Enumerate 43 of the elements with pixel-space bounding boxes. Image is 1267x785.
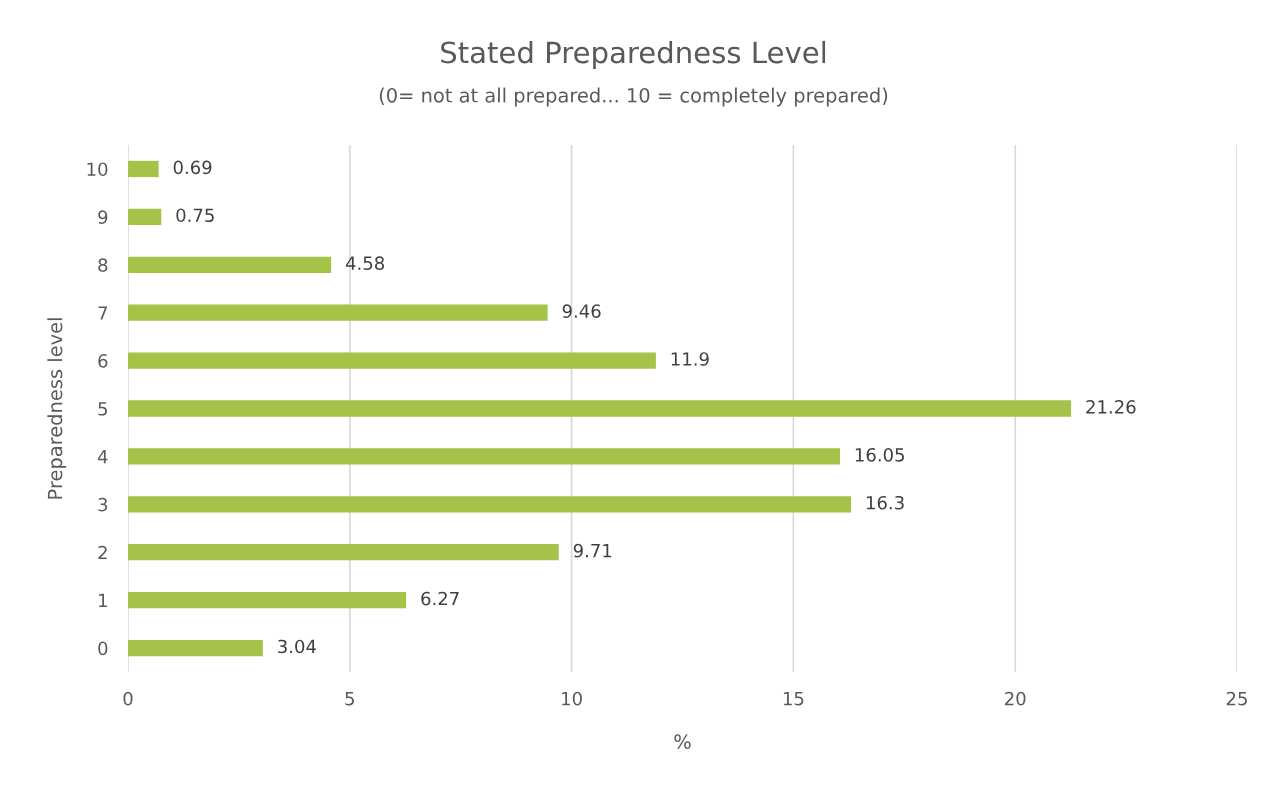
y-tick-label: 6 <box>98 354 108 368</box>
data-label: 9.71 <box>573 543 612 558</box>
y-tick-label: 2 <box>98 545 107 560</box>
bar <box>128 256 332 273</box>
bar <box>128 496 852 513</box>
y-axis-title: Preparedness level <box>47 318 67 499</box>
data-label: 4.58 <box>345 256 385 271</box>
chart-subtitle: (0= not at all prepared... 10 = completely prepared) <box>379 87 888 107</box>
y-tick-label: 1 <box>99 593 107 607</box>
bar <box>128 208 162 226</box>
y-tick-label: 3 <box>98 497 108 512</box>
bar <box>128 544 559 561</box>
data-label: 0.75 <box>176 208 214 223</box>
y-tick-label: 5 <box>98 402 107 416</box>
bar <box>128 448 840 465</box>
bar <box>128 591 407 609</box>
y-tick-label: 7 <box>98 306 108 320</box>
y-tick-label: 4 <box>97 450 108 464</box>
data-label: 3.04 <box>278 639 316 654</box>
y-tick-label: 10 <box>87 162 108 177</box>
bar <box>128 400 1072 417</box>
bar <box>128 304 548 321</box>
x-tick-label: 0 <box>123 691 133 706</box>
x-tick-label: 25 <box>1226 691 1247 706</box>
bar <box>128 639 263 657</box>
x-axis-title: % <box>674 734 691 749</box>
x-tick-label: 10 <box>562 691 582 706</box>
y-tick-label: 9 <box>98 210 108 224</box>
x-tick-label: 15 <box>783 692 804 706</box>
y-tick-label: 8 <box>98 258 108 272</box>
data-label: 6.27 <box>421 591 459 606</box>
data-label: 0.69 <box>173 160 212 175</box>
x-tick-label: 20 <box>1005 691 1026 706</box>
x-tick-label: 5 <box>345 692 354 706</box>
data-label: 11.9 <box>671 352 709 366</box>
bar <box>128 352 656 369</box>
y-tick-label: 0 <box>98 641 108 656</box>
bar <box>128 160 159 178</box>
data-label: 21.26 <box>1086 400 1136 414</box>
data-label: 16.05 <box>855 447 904 462</box>
chart-title: Stated Preparedness Level <box>441 40 826 70</box>
data-label: 16.3 <box>866 495 904 510</box>
data-label: 9.46 <box>562 304 601 318</box>
